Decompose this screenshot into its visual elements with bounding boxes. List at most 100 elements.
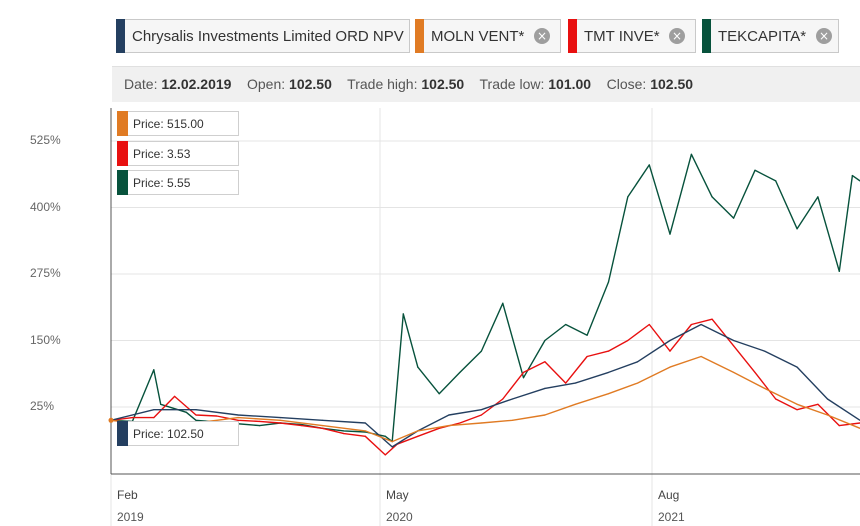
date-label: Date: (124, 76, 158, 92)
legend-swatch (702, 19, 711, 53)
price-box: Price: 102.50 (117, 421, 239, 446)
trade-low-label: Trade low: (479, 76, 545, 92)
close-label: Close: (606, 76, 647, 92)
data-point (279, 422, 281, 424)
data-point (364, 435, 366, 437)
series-line-1 (110, 153, 860, 443)
data-point (669, 233, 671, 235)
price-swatch (117, 141, 128, 166)
price-label: Price: (133, 116, 168, 131)
ohlc-info-bar: Date: 12.02.2019 Open: 102.50 Trade high… (112, 66, 860, 102)
data-point (732, 371, 735, 374)
data-point (258, 425, 261, 427)
data-point (669, 350, 671, 352)
data-point (817, 403, 819, 405)
data-point (669, 366, 671, 368)
data-point (522, 371, 525, 374)
data-point (153, 369, 155, 371)
data-point (237, 419, 239, 421)
data-point (700, 355, 702, 358)
legend-tab-3[interactable]: TMT INVE* × (568, 19, 696, 53)
data-point (627, 196, 629, 198)
data-point (607, 350, 610, 352)
data-point (417, 366, 419, 368)
data-point (711, 318, 713, 320)
price-swatch (117, 170, 128, 195)
price-swatch (117, 421, 128, 446)
data-point (826, 414, 829, 416)
data-point (690, 153, 693, 155)
data-point (195, 409, 197, 411)
data-point (301, 425, 303, 427)
price-value: 3.53 (167, 146, 191, 161)
data-point (321, 419, 324, 421)
data-point (732, 345, 735, 347)
data-point (636, 361, 639, 363)
data-point (438, 393, 440, 395)
remove-series-icon[interactable]: × (534, 28, 550, 44)
data-point (574, 382, 576, 384)
price-value: 5.55 (167, 175, 191, 190)
legend-swatch (415, 19, 424, 53)
data-point (796, 409, 798, 411)
data-point (565, 382, 567, 384)
date-value: 12.02.2019 (161, 76, 232, 92)
trade-low-value: 101.00 (548, 76, 592, 92)
legend-tab-4[interactable]: TEKCAPITA* × (702, 19, 839, 53)
data-point (796, 366, 798, 368)
data-point (480, 350, 482, 352)
data-point (574, 403, 576, 405)
data-point (775, 398, 777, 400)
y-tick-label: 400% (30, 199, 61, 214)
data-point (700, 323, 702, 326)
y-tick-label: 25% (30, 399, 55, 413)
close-value: 102.50 (650, 76, 694, 92)
data-point (544, 339, 546, 342)
data-point (417, 435, 419, 437)
data-point (796, 403, 798, 405)
legend-label: TMT INVE* (584, 27, 660, 45)
data-point (607, 371, 610, 374)
data-point (301, 423, 303, 426)
data-point (764, 350, 766, 352)
data-point (321, 427, 324, 429)
data-point (636, 382, 639, 384)
legend-tab-2[interactable]: MOLN VENT* × (415, 19, 561, 53)
data-point (607, 281, 610, 283)
x-tick-month: Aug (658, 488, 680, 502)
remove-series-icon[interactable]: × (669, 28, 685, 44)
price-box: Price: 3.53 (117, 141, 239, 166)
data-point (459, 371, 461, 374)
x-tick-month: Feb (117, 488, 138, 502)
data-point (131, 417, 134, 419)
data-point (544, 361, 546, 363)
legend-tab-1[interactable]: Chrysalis Investments Limited ORD NPV (116, 19, 410, 53)
data-point (648, 323, 650, 326)
data-point (343, 433, 345, 435)
y-tick-label: 525% (30, 133, 61, 147)
data-point (851, 174, 853, 177)
legend-swatch (568, 19, 577, 53)
data-point (417, 430, 419, 432)
legend-swatch (116, 19, 125, 53)
data-point (826, 398, 829, 400)
data-point (711, 196, 713, 198)
data-point (754, 169, 756, 171)
series-start-marker (108, 417, 114, 423)
data-point (185, 411, 187, 413)
data-point (511, 419, 514, 421)
data-point (732, 339, 735, 342)
trade-high-label: Trade high: (347, 76, 418, 92)
data-point (522, 377, 525, 379)
data-point (364, 430, 366, 432)
data-point (480, 422, 482, 424)
data-point (480, 409, 482, 411)
data-point (627, 339, 629, 342)
price-box: Price: 5.55 (117, 170, 239, 195)
data-point (195, 414, 197, 416)
y-tick-label: 275% (30, 266, 61, 280)
remove-series-icon[interactable]: × (816, 28, 832, 44)
data-point (384, 435, 386, 437)
x-tick-year: 2021 (658, 510, 685, 524)
